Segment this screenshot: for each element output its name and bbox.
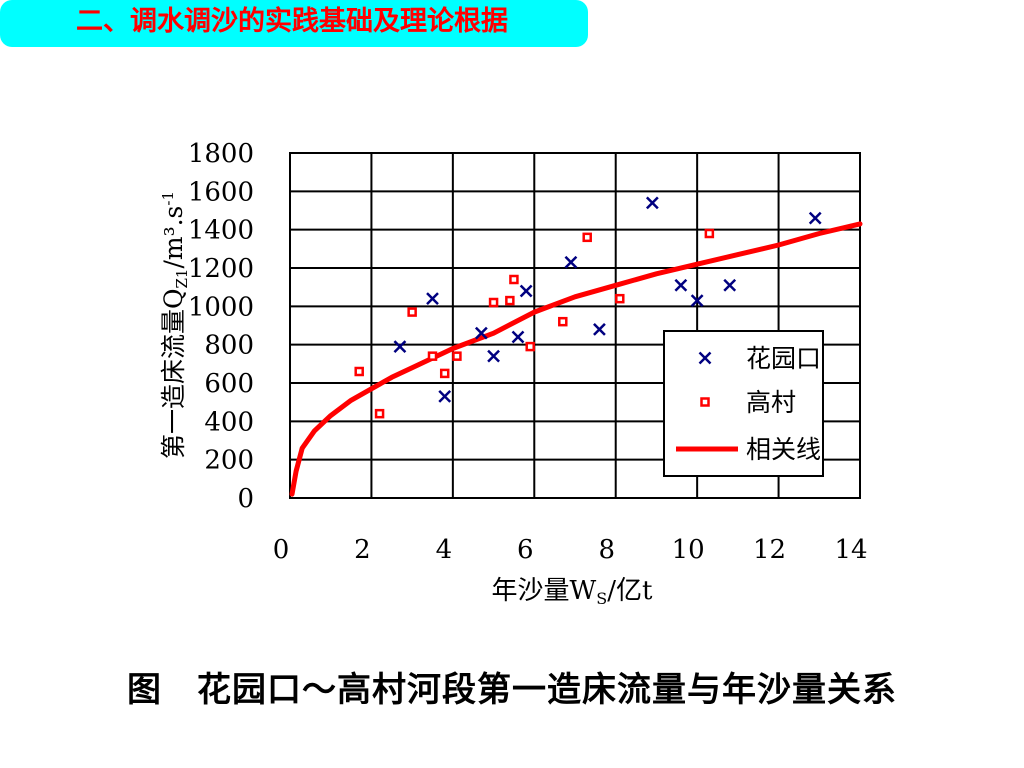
y-tick-label: 1400	[188, 216, 254, 246]
legend-label: 高村	[746, 388, 796, 417]
x-tick-label: 4	[436, 535, 453, 565]
point-gaocun	[525, 341, 535, 352]
x-axis-label: 年沙量WS/亿t	[492, 576, 653, 608]
x-tick-label: 6	[517, 535, 534, 565]
point-gaocun	[374, 408, 385, 419]
cross-stroke	[690, 294, 704, 307]
point-gaocun	[452, 351, 462, 361]
y-tick-label: 1200	[188, 254, 254, 284]
series-line-相关线	[289, 221, 863, 497]
point-gaocun	[488, 297, 499, 308]
y-tick-label: 800	[204, 331, 254, 361]
cross-stroke	[593, 322, 606, 336]
y-tick-label: 1000	[188, 292, 254, 322]
point-huayuankou	[426, 292, 439, 306]
point-gaocun	[615, 293, 625, 304]
point-huayuankou	[723, 278, 737, 292]
point-huayuankou	[393, 340, 407, 353]
point-gaocun	[704, 228, 715, 239]
point-gaocun	[439, 368, 450, 379]
x-tick-label: 12	[753, 535, 786, 565]
point-huayuankou	[564, 255, 578, 269]
cross-stroke	[674, 278, 688, 292]
legend-marker-gaocun	[700, 397, 710, 407]
cross-stroke	[723, 278, 737, 292]
cross-stroke	[438, 390, 452, 403]
cross-stroke	[564, 255, 578, 269]
legend-box	[663, 330, 824, 477]
figure-caption: 图 花园口～高村河段第一造床流量与年沙量关系	[127, 670, 897, 710]
cross-stroke	[808, 211, 822, 225]
point-huayuankou	[645, 196, 659, 210]
point-gaocun	[427, 351, 438, 361]
point-huayuankou	[511, 330, 525, 344]
point-huayuankou	[438, 390, 452, 403]
point-huayuankou	[487, 349, 500, 363]
cross-stroke	[426, 292, 439, 306]
x-tick-label: 14	[834, 535, 867, 565]
y-tick-label: 400	[204, 407, 254, 437]
slide-title: 二、调水调沙的实践基础及理论根据	[0, 0, 588, 47]
point-huayuankou	[593, 322, 606, 336]
plot-area-border	[289, 152, 861, 499]
point-gaocun	[354, 366, 364, 377]
legend-label: 花园口	[746, 344, 821, 373]
cross-stroke	[511, 330, 525, 344]
cross-stroke	[698, 351, 712, 365]
x-tick-label: 8	[598, 535, 615, 565]
point-huayuankou	[474, 326, 488, 340]
y-axis-label: 第一造床流量QZ1/m³.s-1	[159, 191, 191, 459]
cross-stroke	[645, 196, 659, 210]
point-gaocun	[509, 274, 519, 285]
y-tick-label: 200	[204, 446, 254, 476]
point-gaocun	[582, 232, 592, 243]
y-tick-label: 1800	[188, 139, 254, 169]
point-huayuankou	[674, 278, 688, 292]
cross-stroke	[519, 284, 533, 298]
x-tick-label: 0	[273, 535, 290, 565]
legend-label: 相关线	[746, 435, 821, 464]
y-tick-label: 1600	[188, 177, 254, 207]
legend-marker-huayuankou	[698, 351, 712, 365]
point-huayuankou	[519, 284, 533, 298]
x-tick-label: 10	[672, 535, 705, 565]
point-huayuankou	[690, 294, 704, 307]
point-gaocun	[558, 316, 568, 327]
point-gaocun	[407, 307, 417, 317]
cross-stroke	[393, 340, 407, 353]
point-huayuankou	[808, 211, 822, 225]
x-tick-label: 2	[354, 535, 371, 565]
cross-stroke	[487, 349, 500, 363]
cross-stroke	[474, 326, 488, 340]
y-tick-label: 0	[237, 484, 254, 514]
y-tick-label: 600	[204, 369, 254, 399]
point-gaocun	[505, 295, 515, 306]
